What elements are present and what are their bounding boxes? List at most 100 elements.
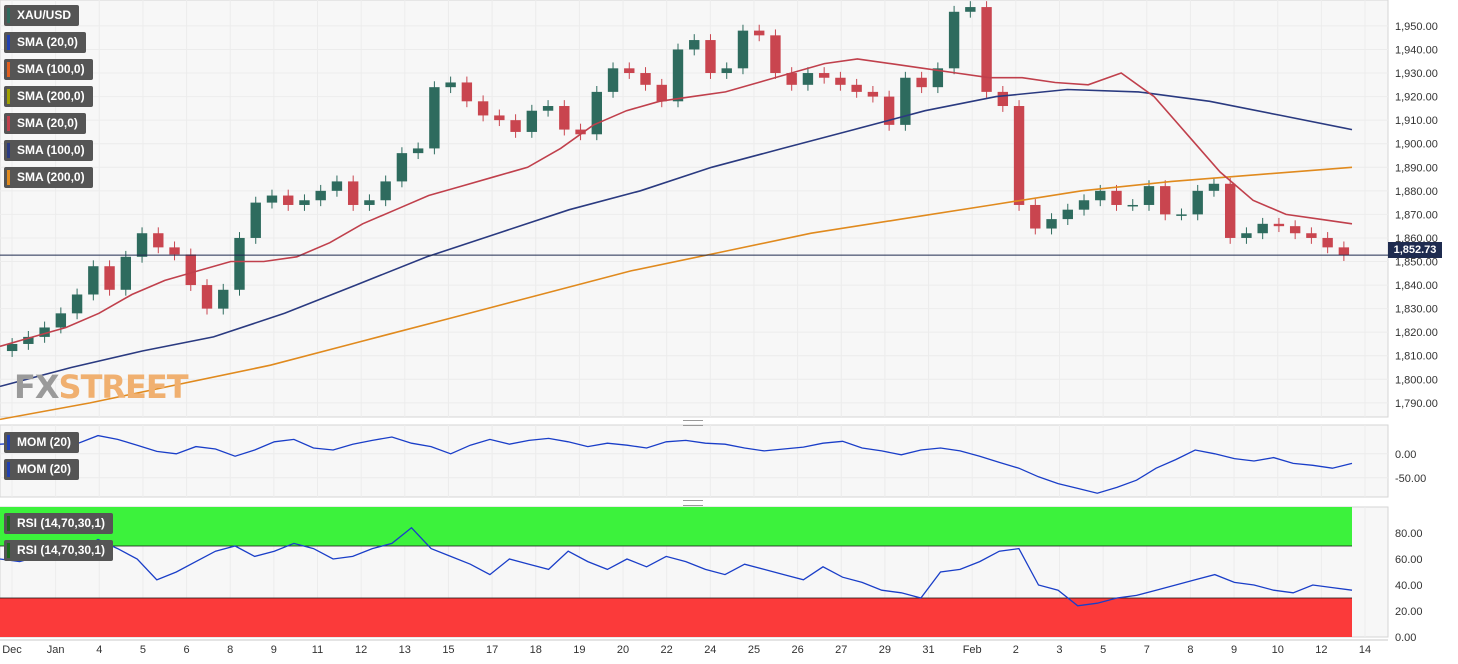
x-tick-label-8: 12 (355, 644, 367, 656)
x-tick-label-20: 29 (879, 644, 891, 656)
price-legend-3[interactable]: SMA (200,0) (4, 86, 93, 107)
candle-body-25 (412, 148, 424, 154)
candle-body-33 (542, 106, 554, 111)
price-y-tick-2: 1,930.00 (1395, 68, 1438, 80)
price-y-tick-3: 1,920.00 (1395, 92, 1438, 104)
last-price-tag: 1,852.73 (1388, 242, 1442, 258)
x-tick-label-13: 19 (573, 644, 585, 656)
candle-body-3 (55, 313, 67, 328)
candle-body-63 (1030, 204, 1041, 229)
candle-body-8 (136, 233, 148, 257)
candle-body-61 (997, 91, 1009, 107)
candle-body-70 (1143, 186, 1155, 205)
legend-swatch (7, 516, 10, 531)
candle-body-27 (445, 82, 456, 88)
candle-body-10 (169, 247, 180, 255)
legend-swatch (7, 170, 10, 185)
legend-label: SMA (20,0) (17, 35, 78, 49)
candle-body-58 (948, 11, 960, 69)
candle-body-80 (1306, 233, 1317, 238)
candle-body-49 (802, 73, 814, 85)
rsi-y-tick-1: 60.00 (1395, 554, 1423, 566)
price-legend-0[interactable]: XAU/USD (4, 5, 80, 26)
x-tick-label-3: 5 (140, 644, 146, 656)
legend-swatch (7, 89, 10, 104)
price-legend-5[interactable]: SMA (100,0) (4, 140, 93, 161)
candle-body-21 (347, 181, 359, 205)
candle-body-73 (1192, 190, 1203, 215)
price-legend-4[interactable]: SMA (20,0) (4, 113, 86, 134)
x-tick-label-26: 7 (1144, 644, 1150, 656)
fxstreet-watermark: FXSTREET (14, 368, 189, 406)
candle-body-77 (1257, 223, 1268, 234)
candle-body-9 (153, 233, 164, 248)
x-tick-label-15: 22 (661, 644, 673, 656)
pane-resize-handle-1[interactable] (683, 420, 703, 426)
sma100-line (0, 88, 1353, 388)
rsi-legend-0[interactable]: RSI (14,70,30,1) (4, 513, 114, 534)
candle-body-5 (88, 266, 99, 295)
price-legend-6[interactable]: SMA (200,0) (4, 167, 93, 188)
candle-body-7 (120, 256, 132, 290)
x-tick-label-7: 11 (312, 644, 323, 656)
legend-swatch (7, 8, 10, 23)
candle-body-51 (835, 77, 846, 85)
x-tick-label-30: 12 (1315, 644, 1327, 656)
rsi-y-tick-4: 0.00 (1395, 632, 1416, 644)
rsi-line (0, 526, 1353, 607)
candle-body-20 (331, 181, 343, 191)
legend-swatch (7, 543, 10, 558)
candle-body-34 (559, 106, 570, 130)
x-tick-label-18: 26 (791, 644, 803, 656)
candle-body-75 (1224, 183, 1236, 238)
mom-legend-0[interactable]: MOM (20) (4, 432, 79, 453)
legend-label: SMA (100,0) (17, 62, 85, 76)
x-tick-label-28: 9 (1231, 644, 1237, 656)
legend-swatch (7, 116, 10, 131)
candle-body-78 (1273, 223, 1285, 227)
candle-body-43 (705, 40, 716, 74)
candle-body-57 (932, 68, 944, 88)
x-tick-label-5: 8 (227, 644, 233, 656)
candle-body-65 (1062, 209, 1073, 220)
mom-legend-1[interactable]: MOM (20) (4, 459, 79, 480)
legend-label: SMA (20,0) (17, 116, 78, 130)
price-legend-2[interactable]: SMA (100,0) (4, 59, 93, 80)
candle-body-69 (1127, 204, 1138, 207)
candle-body-11 (185, 254, 196, 286)
price-legend-1[interactable]: SMA (20,0) (4, 32, 86, 53)
x-tick-label-31: 14 (1359, 644, 1371, 656)
legend-label: XAU/USD (17, 8, 72, 22)
x-tick-label-24: 3 (1056, 644, 1062, 656)
candle-body-32 (526, 110, 538, 132)
candle-body-82 (1338, 247, 1350, 256)
candle-body-24 (396, 153, 408, 182)
mom-pane-bg (0, 424, 1389, 498)
candle-body-76 (1241, 233, 1252, 238)
x-tick-label-27: 8 (1187, 644, 1193, 656)
price-y-tick-13: 1,820.00 (1395, 327, 1438, 339)
candle-body-74 (1208, 183, 1220, 191)
price-y-tick-1: 1,940.00 (1395, 44, 1438, 56)
candle-body-62 (1013, 106, 1025, 205)
rsi-y-tick-2: 40.00 (1395, 580, 1423, 592)
legend-swatch (7, 435, 10, 450)
candle-body-52 (851, 84, 862, 92)
price-y-tick-9: 1,860.00 (1395, 233, 1438, 245)
legend-swatch (7, 462, 10, 477)
x-tick-label-17: 25 (748, 644, 760, 656)
x-tick-label-21: 31 (922, 644, 934, 656)
pane-resize-handle-2[interactable] (683, 500, 703, 506)
legend-label: RSI (14,70,30,1) (17, 516, 106, 530)
candle-body-47 (770, 35, 781, 74)
candle-body-54 (883, 96, 895, 125)
candle-body-22 (364, 200, 375, 205)
candle-body-64 (1046, 219, 1057, 229)
candle-body-26 (429, 87, 440, 149)
price-y-tick-10: 1,850.00 (1395, 257, 1438, 269)
candle-body-50 (818, 73, 830, 78)
candle-body-46 (754, 30, 765, 36)
rsi-legend-1[interactable]: RSI (14,70,30,1) (4, 540, 114, 561)
candle-body-59 (965, 7, 976, 12)
